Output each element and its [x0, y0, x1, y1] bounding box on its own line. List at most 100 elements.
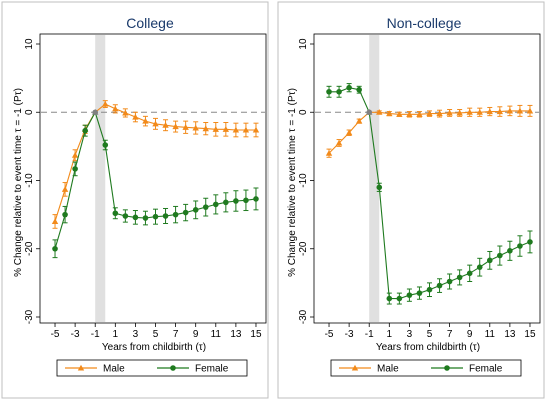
series-male [325, 104, 534, 158]
legend: Male Female [330, 359, 522, 377]
data-point [102, 100, 109, 107]
x-axis-label: Years from childbirth (τ) [102, 342, 206, 353]
shaded-band [369, 35, 380, 322]
data-point [142, 215, 149, 221]
data-point [497, 252, 503, 259]
data-point [436, 282, 443, 289]
legend: Male Female [56, 359, 248, 377]
data-point [386, 295, 393, 302]
data-point [527, 239, 533, 245]
x-tick-label: 9 [193, 329, 199, 340]
x-tick-label: -5 [325, 329, 334, 340]
y-axis-label: % Change relative to event time τ = -1 (… [287, 88, 298, 277]
data-point [466, 270, 473, 277]
y-tick-label: 0 [298, 109, 309, 115]
data-point [426, 110, 433, 117]
data-point [396, 111, 403, 117]
data-point [496, 108, 504, 115]
legend-box [330, 359, 522, 377]
x-tick-label: 11 [485, 329, 496, 340]
x-tick-label: 1 [387, 329, 393, 340]
data-point [51, 218, 59, 225]
series-female [52, 109, 259, 259]
data-point [507, 247, 513, 254]
data-point [446, 278, 453, 285]
panel-title: College [126, 15, 174, 31]
data-point [202, 204, 209, 210]
data-point [426, 286, 433, 293]
x-tick-label: 13 [504, 329, 516, 340]
x-tick-label: -5 [51, 329, 60, 340]
data-point [355, 117, 363, 124]
x-tick-label: 3 [133, 329, 139, 340]
data-point [406, 292, 413, 298]
data-point [326, 88, 332, 95]
legend-box [56, 359, 248, 377]
data-point [335, 139, 343, 146]
data-point [476, 264, 483, 270]
legend-label: Female [195, 364, 229, 375]
data-point [456, 274, 463, 281]
legend-label: Male [377, 364, 399, 375]
data-point [152, 120, 159, 127]
legend-label: Male [103, 364, 125, 375]
data-point [92, 109, 99, 116]
data-point [71, 152, 79, 158]
data-point [516, 107, 524, 114]
x-tick-label: 15 [524, 329, 536, 340]
data-point [376, 109, 383, 115]
data-point [233, 198, 239, 204]
data-point [222, 126, 230, 132]
x-tick-label: -1 [365, 329, 374, 340]
data-point [242, 126, 250, 133]
x-tick-label: 5 [427, 329, 433, 340]
data-point [52, 245, 58, 252]
data-point [192, 124, 199, 131]
legend-label: Female [469, 364, 503, 375]
data-point [416, 290, 423, 296]
data-point [172, 211, 179, 218]
data-point [456, 109, 463, 116]
data-point [182, 124, 189, 130]
data-point [336, 88, 342, 95]
data-point [356, 86, 362, 93]
data-point [517, 243, 523, 249]
y-tick-label: -30 [24, 309, 35, 324]
x-tick-label: 7 [447, 329, 453, 340]
data-point [212, 201, 219, 208]
data-point [162, 213, 169, 219]
y-tick-label: 10 [298, 38, 309, 50]
data-point [212, 126, 219, 132]
plot-area [313, 33, 541, 324]
y-axis-label: % Change relative to event time τ = -1 (… [13, 88, 24, 277]
x-tick-label: -3 [345, 329, 354, 340]
data-point [406, 111, 413, 117]
x-tick-label: 3 [407, 329, 413, 340]
data-point [253, 196, 259, 202]
data-point [252, 126, 260, 133]
data-point [396, 295, 403, 302]
data-point [132, 214, 139, 221]
data-point [486, 108, 493, 115]
y-tick-label: -10 [24, 173, 35, 188]
data-point [366, 109, 373, 116]
data-point [112, 210, 119, 217]
legend-marker [444, 365, 450, 371]
x-tick-label: 5 [153, 329, 159, 340]
panel-title: Non-college [387, 15, 462, 31]
data-point [486, 257, 493, 264]
data-point [122, 109, 129, 116]
data-point [172, 123, 179, 130]
data-point [82, 127, 88, 134]
data-point [416, 111, 423, 117]
data-point [243, 197, 249, 204]
data-point [506, 107, 514, 114]
x-tick-label: 7 [173, 329, 179, 340]
x-tick-label: -1 [91, 329, 100, 340]
legend-marker [170, 365, 176, 371]
data-point [345, 129, 353, 136]
